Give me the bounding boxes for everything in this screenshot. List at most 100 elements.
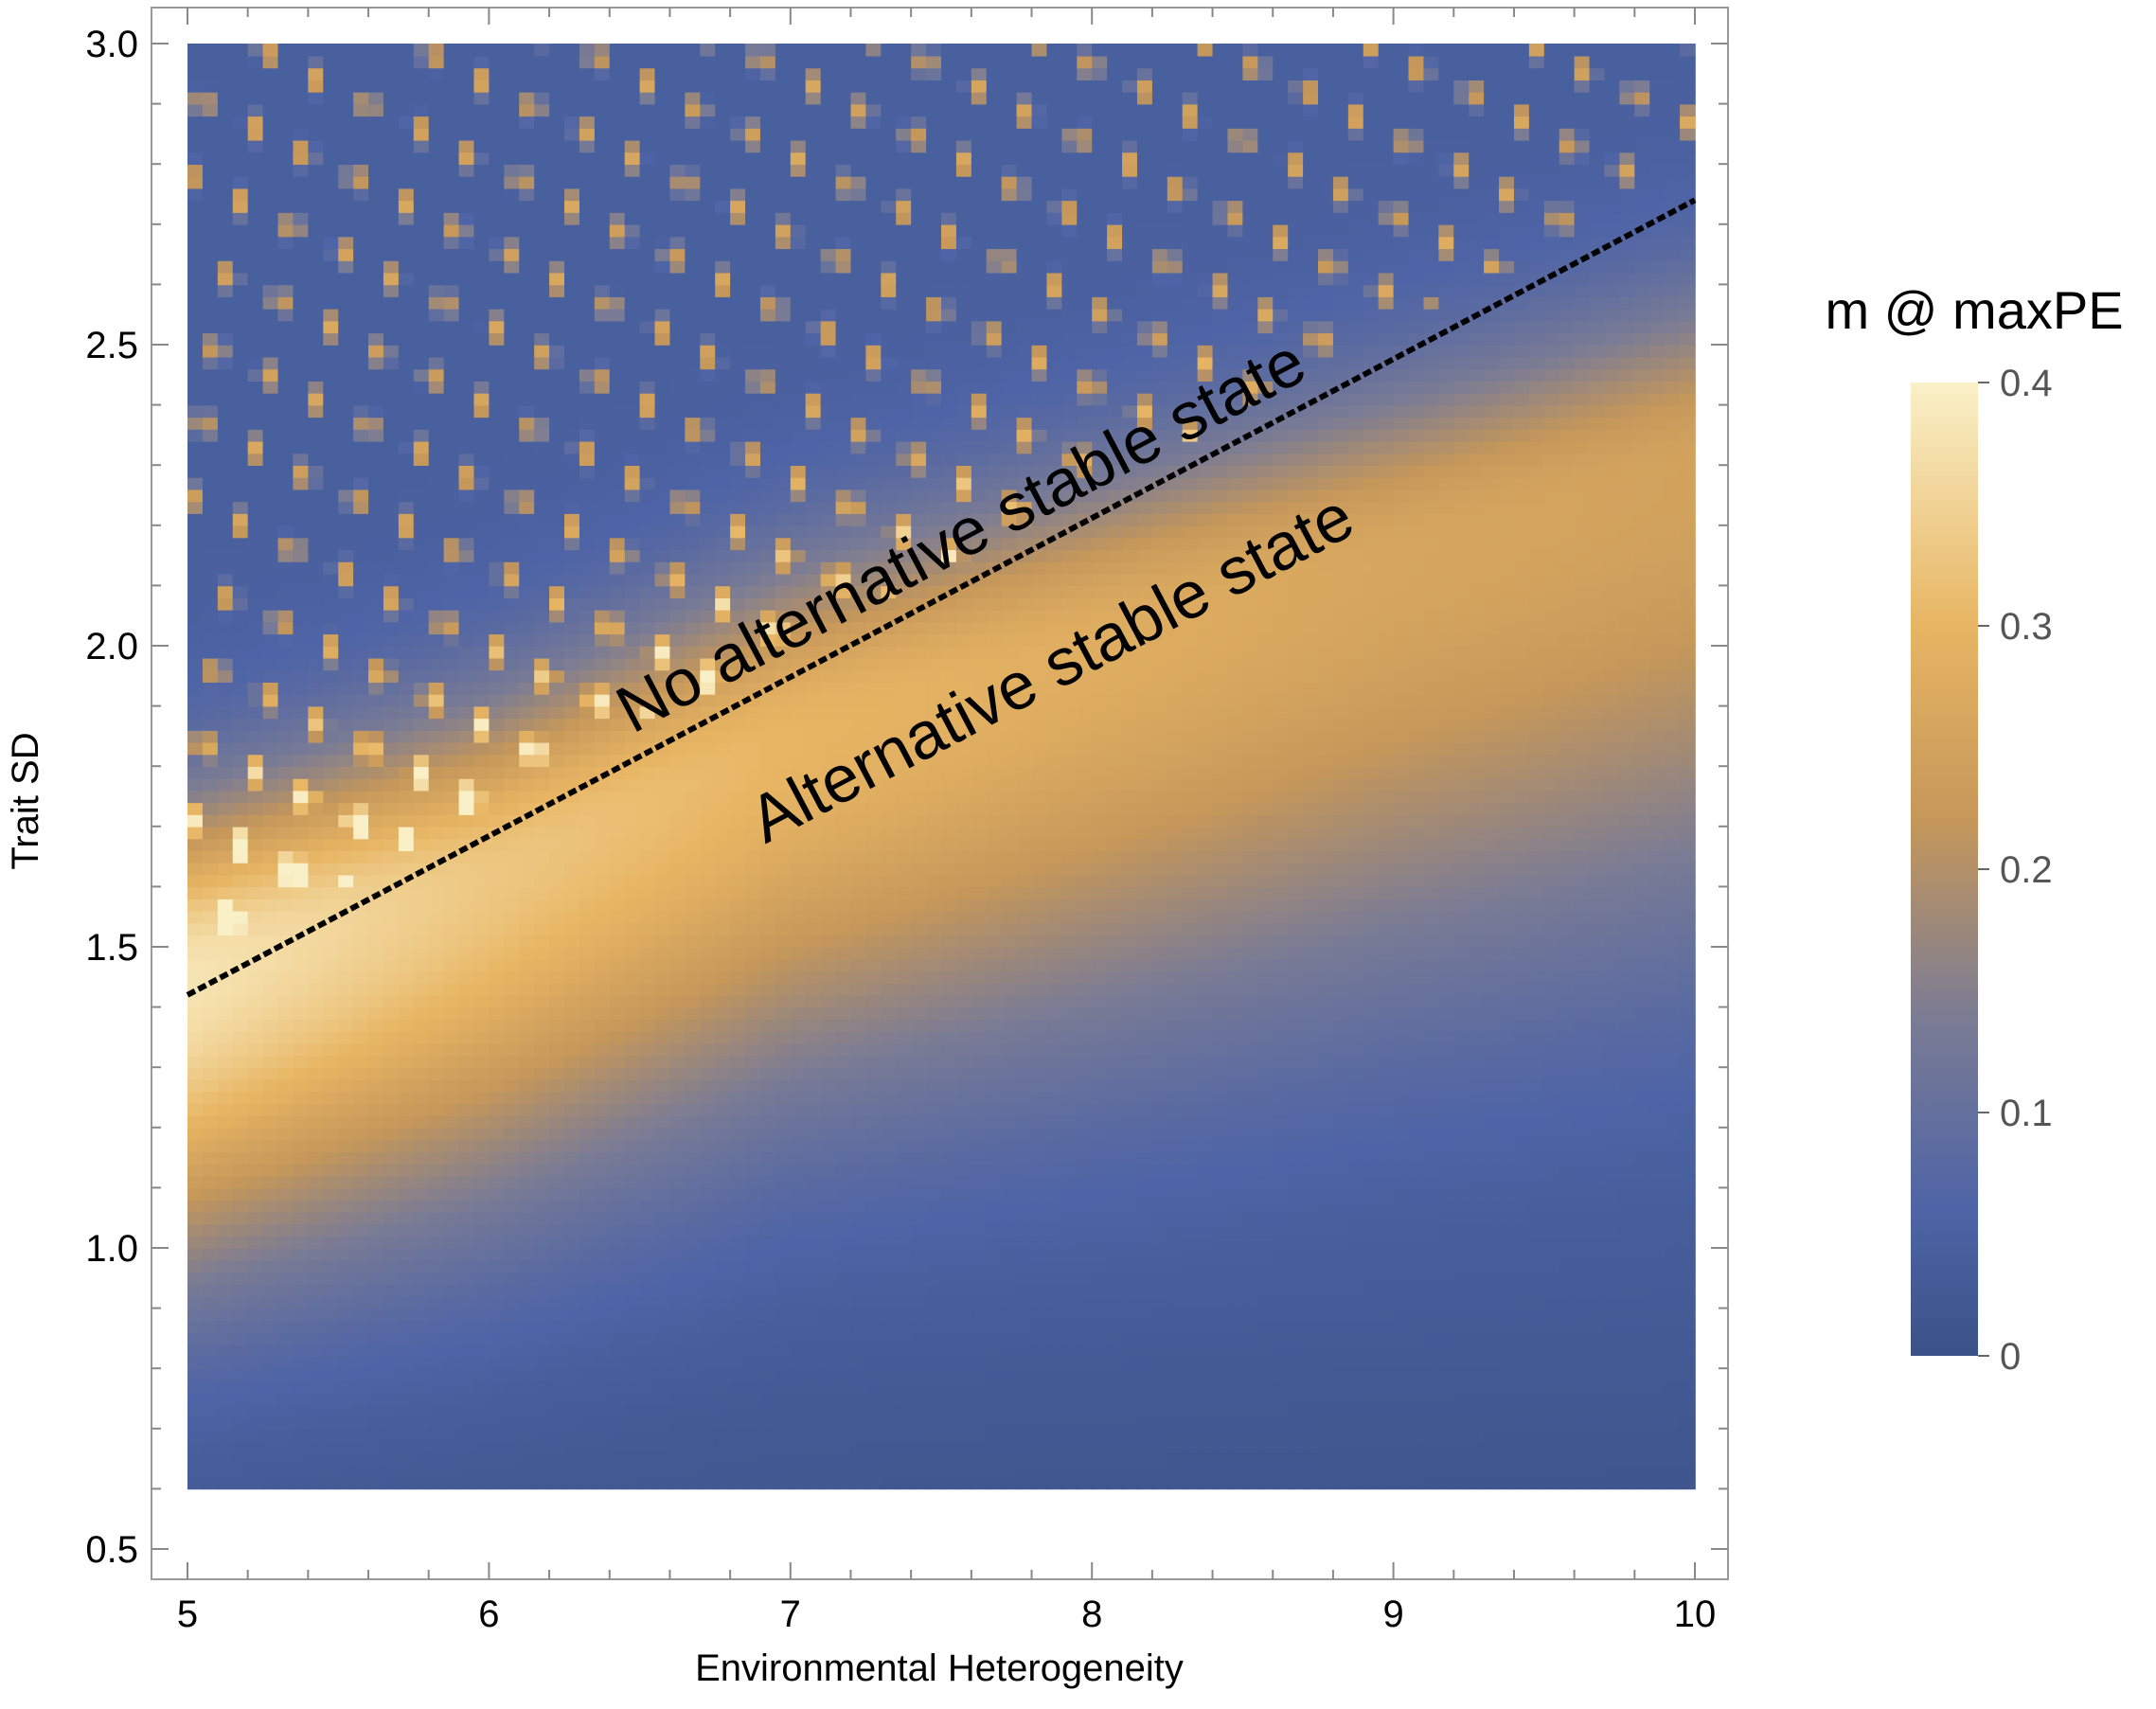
heatmap-cell xyxy=(458,55,475,69)
heatmap-cell xyxy=(519,947,535,960)
heatmap-cell xyxy=(730,1151,746,1165)
heatmap-cell xyxy=(805,838,822,852)
heatmap-cell xyxy=(519,1320,535,1333)
heatmap-cell xyxy=(790,657,807,671)
heatmap-cell xyxy=(323,682,339,695)
heatmap-cell xyxy=(759,609,776,623)
heatmap-cell xyxy=(730,1211,746,1225)
heatmap-cell xyxy=(579,296,596,310)
heatmap-cell xyxy=(308,1115,325,1129)
heatmap-cell xyxy=(730,1295,746,1309)
heatmap-cell xyxy=(232,1259,249,1273)
heatmap-cell xyxy=(519,970,535,984)
heatmap-cell xyxy=(700,947,716,960)
heatmap-cell xyxy=(338,561,354,575)
heatmap-cell xyxy=(504,187,521,202)
heatmap-cell xyxy=(759,67,776,80)
heatmap-cell xyxy=(730,1078,746,1093)
heatmap-cell xyxy=(549,1392,565,1406)
heatmap-cell xyxy=(338,1187,354,1201)
heatmap-cell xyxy=(700,573,716,587)
heatmap-cell xyxy=(564,730,580,743)
heatmap-cell xyxy=(338,417,354,430)
heatmap-cell xyxy=(383,525,400,539)
heatmap-cell xyxy=(247,1392,264,1406)
heatmap-cell xyxy=(473,151,490,165)
heatmap-cell xyxy=(669,128,686,141)
heatmap-cell xyxy=(383,91,400,105)
heatmap-cell xyxy=(759,1019,776,1032)
heatmap-cell xyxy=(458,476,475,490)
heatmap-cell xyxy=(489,994,506,1008)
heatmap-cell xyxy=(790,1187,807,1201)
heatmap-cell xyxy=(187,657,204,671)
heatmap-cell xyxy=(669,1248,686,1261)
heatmap-cell xyxy=(247,67,264,80)
heatmap-cell xyxy=(700,1344,716,1358)
heatmap-cell xyxy=(308,657,325,671)
heatmap-cell xyxy=(549,236,565,250)
heatmap-cell xyxy=(368,320,384,334)
heatmap-cell xyxy=(805,1006,822,1021)
heatmap-cell xyxy=(443,1127,460,1141)
heatmap-cell xyxy=(685,1115,702,1129)
heatmap-cell xyxy=(594,55,611,69)
heatmap-cell xyxy=(277,1308,294,1322)
heatmap-cell xyxy=(458,802,475,815)
heatmap-cell xyxy=(534,489,550,503)
heatmap-cell xyxy=(534,187,550,202)
heatmap-cell xyxy=(458,826,475,840)
heatmap-cell xyxy=(232,1042,249,1057)
heatmap-cell xyxy=(730,1416,746,1430)
heatmap-cell xyxy=(759,693,776,707)
heatmap-cell xyxy=(654,1344,671,1358)
heatmap-cell xyxy=(398,1236,415,1249)
heatmap-cell xyxy=(308,465,325,478)
heatmap-cell xyxy=(639,657,656,671)
heatmap-cell xyxy=(232,525,249,539)
heatmap-cell xyxy=(504,1380,521,1394)
heatmap-cell xyxy=(202,1344,219,1358)
heatmap-cell xyxy=(594,573,611,587)
heatmap-cell xyxy=(398,1392,415,1406)
heatmap-cell xyxy=(383,994,400,1008)
heatmap-cell xyxy=(669,453,686,466)
heatmap-cell xyxy=(413,958,430,972)
heatmap-cell xyxy=(247,116,264,129)
heatmap-cell xyxy=(685,850,702,863)
heatmap-cell xyxy=(293,1055,310,1068)
heatmap-cell xyxy=(534,453,550,466)
heatmap-cell xyxy=(202,1091,219,1105)
heatmap-cell xyxy=(700,55,716,69)
heatmap-cell xyxy=(247,874,264,888)
heatmap-cell xyxy=(775,1019,792,1032)
heatmap-cell xyxy=(715,621,731,635)
heatmap-cell xyxy=(504,1344,521,1358)
heatmap-cell xyxy=(715,296,731,310)
heatmap-cell xyxy=(443,200,460,213)
heatmap-cell xyxy=(685,874,702,888)
heatmap-cell xyxy=(519,1284,535,1297)
heatmap-cell xyxy=(489,1272,506,1285)
heatmap-cell xyxy=(715,1416,731,1430)
heatmap-cell xyxy=(654,368,671,382)
heatmap-cell xyxy=(187,1344,204,1358)
heatmap-cell xyxy=(338,308,354,322)
heatmap-cell xyxy=(262,139,279,153)
heatmap-cell xyxy=(413,561,430,575)
heatmap-cell xyxy=(775,1284,792,1297)
heatmap-cell xyxy=(609,465,626,478)
heatmap-cell xyxy=(368,826,384,840)
heatmap-cell xyxy=(413,1416,430,1430)
heatmap-cell xyxy=(805,682,822,695)
heatmap-cell xyxy=(715,862,731,876)
heatmap-cell xyxy=(247,1031,264,1044)
heatmap-cell xyxy=(790,1295,807,1309)
heatmap-cell xyxy=(398,417,415,430)
heatmap-cell xyxy=(654,1115,671,1129)
heatmap-cell xyxy=(338,440,354,454)
heatmap-cell xyxy=(262,633,279,647)
heatmap-cell xyxy=(428,1031,445,1044)
heatmap-cell xyxy=(308,1200,325,1213)
heatmap-cell xyxy=(473,730,490,743)
